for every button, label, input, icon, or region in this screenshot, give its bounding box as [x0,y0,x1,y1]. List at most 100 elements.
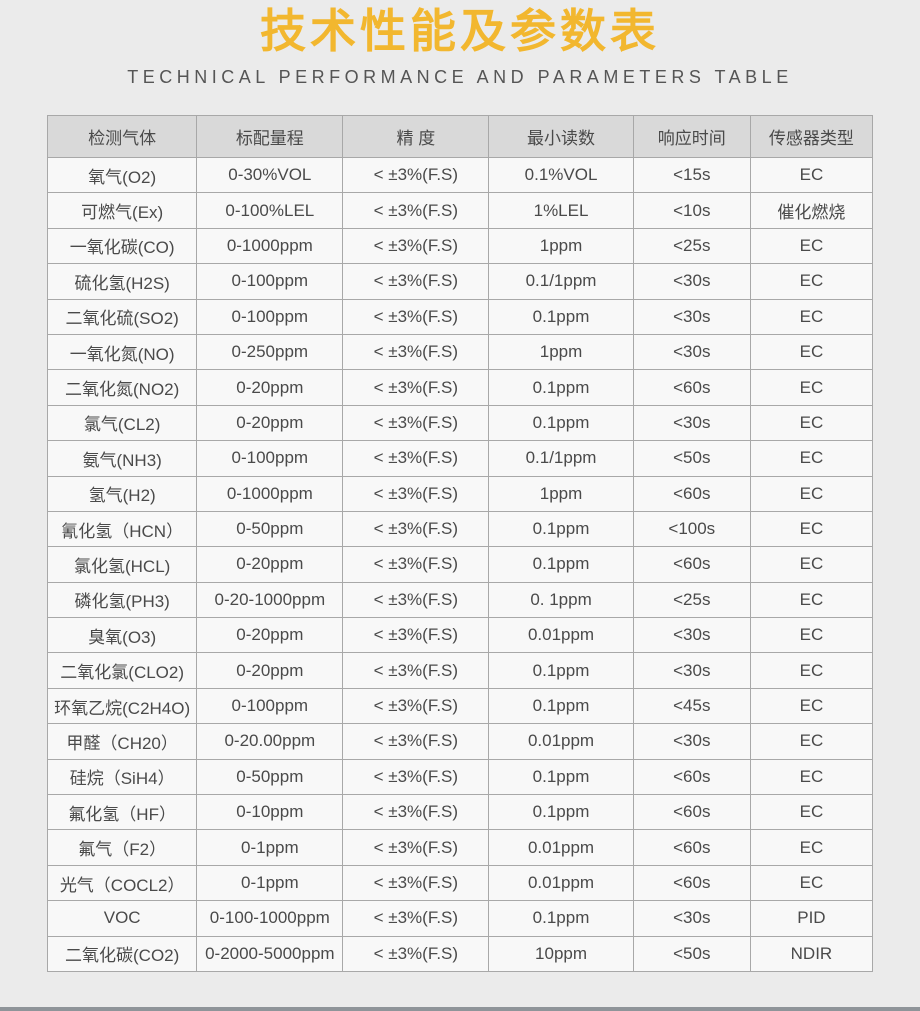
page-title: 技术性能及参数表 [260,5,660,57]
cell-response-time: <30s [632,723,751,760]
cell-accuracy: < ±3%(F.S) [342,581,490,619]
cell-min-reading: 0.01ppm [488,617,634,654]
cell-response-time: <30s [632,900,751,937]
cell-sensor-type: EC [749,829,874,866]
cell-min-reading: 0.01ppm [488,829,634,866]
cell-sensor-type: EC [749,156,874,194]
cell-accuracy: < ±3%(F.S) [342,404,490,442]
page-header: 技术性能及参数表 TECHNICAL PERFORMANCE AND PARAM… [0,0,920,88]
cell-accuracy: < ±3%(F.S) [342,900,490,937]
cell-sensor-type: EC [749,263,874,300]
cell-gas: VOC [46,900,198,937]
cell-accuracy: < ±3%(F.S) [342,475,490,512]
cell-response-time: <25s [632,227,751,265]
cell-range: 0-20ppm [196,546,344,583]
table-row: 甲醛（CH20） 0-20.00ppm < ±3%(F.S) 0.01ppm <30s E… [46,723,874,760]
cell-gas: 硅烷（SiH4） [46,758,198,796]
bottom-bar [0,1007,920,1011]
table-row: 硫化氢(H2S) 0-100ppm < ±3%(F.S) 0.1/1ppm <30s EC [46,263,874,300]
cell-gas: 甲醛（CH20） [46,723,198,760]
cell-sensor-type: EC [749,723,874,760]
cell-gas: 氯化氢(HCL) [46,546,198,583]
table-row: 氢气(H2) 0-1000ppm < ±3%(F.S) 1ppm <60s EC [46,475,874,512]
cell-sensor-type: EC [749,440,874,477]
cell-range: 0-100ppm [196,440,344,477]
col-header-accuracy: 精 度 [342,115,490,158]
cell-gas: 光气（COCL2） [46,864,198,902]
cell-sensor-type: EC [749,333,874,371]
cell-accuracy: < ±3%(F.S) [342,333,490,371]
cell-accuracy: < ±3%(F.S) [342,864,490,902]
cell-range: 0-1000ppm [196,475,344,512]
table-row: 一氧化碳(CO) 0-1000ppm < ±3%(F.S) 1ppm <25s EC [46,227,874,265]
cell-gas: 氰化氢（HCN） [46,510,198,548]
cell-response-time: <60s [632,864,751,902]
cell-gas: 一氧化氮(NO) [46,333,198,371]
table-row: 二氧化氮(NO2) 0-20ppm < ±3%(F.S) 0.1ppm <60s EC [46,369,874,406]
table-row: 氯气(CL2) 0-20ppm < ±3%(F.S) 0.1ppm <30s EC [46,404,874,442]
cell-min-reading: 0.1ppm [488,510,634,548]
table-row: 氟化氢（HF） 0-10ppm < ±3%(F.S) 0.1ppm <60s EC [46,794,874,831]
table-row: 氨气(NH3) 0-100ppm < ±3%(F.S) 0.1/1ppm <50s EC [46,440,874,477]
cell-accuracy: < ±3%(F.S) [342,510,490,548]
table-header-row: 检测气体 标配量程 精 度 最小读数 响应时间 传感器类型 [46,115,874,158]
cell-range: 0-1ppm [196,829,344,866]
cell-accuracy: < ±3%(F.S) [342,440,490,477]
table-row: 光气（COCL2） 0-1ppm < ±3%(F.S) 0.01ppm <60s EC [46,864,874,902]
cell-range: 0-100ppm [196,263,344,300]
cell-min-reading: 1ppm [488,333,634,371]
cell-gas: 二氧化氯(CLO2) [46,652,198,689]
cell-sensor-type: EC [749,581,874,619]
cell-gas: 一氧化碳(CO) [46,227,198,265]
cell-sensor-type: NDIR [749,935,874,972]
cell-response-time: <30s [632,333,751,371]
cell-min-reading: 0.1/1ppm [488,440,634,477]
table-row: 氯化氢(HCL) 0-20ppm < ±3%(F.S) 0.1ppm <60s EC [46,546,874,583]
cell-response-time: <60s [632,475,751,512]
cell-min-reading: 0.1ppm [488,652,634,689]
cell-response-time: <30s [632,263,751,300]
cell-sensor-type: EC [749,298,874,335]
cell-response-time: <50s [632,935,751,972]
cell-accuracy: < ±3%(F.S) [342,794,490,831]
cell-range: 0-100-1000ppm [196,900,344,937]
cell-gas: 磷化氢(PH3) [46,581,198,619]
cell-min-reading: 0.1ppm [488,546,634,583]
cell-sensor-type: EC [749,617,874,654]
cell-sensor-type: EC [749,687,874,725]
spec-table-container: 检测气体 标配量程 精 度 最小读数 响应时间 传感器类型 氧气(O2) 0-30… [46,115,874,972]
cell-range: 0-20.00ppm [196,723,344,760]
cell-accuracy: < ±3%(F.S) [342,723,490,760]
cell-accuracy: < ±3%(F.S) [342,156,490,194]
cell-range: 0-2000-5000ppm [196,935,344,972]
table-row: 二氧化氯(CLO2) 0-20ppm < ±3%(F.S) 0.1ppm <30s EC [46,652,874,689]
cell-gas: 氨气(NH3) [46,440,198,477]
cell-sensor-type: EC [749,475,874,512]
cell-range: 0-20ppm [196,369,344,406]
cell-min-reading: 1ppm [488,475,634,512]
cell-accuracy: < ±3%(F.S) [342,829,490,866]
cell-range: 0-30%VOL [196,156,344,194]
col-header-response-time: 响应时间 [632,115,751,158]
cell-accuracy: < ±3%(F.S) [342,369,490,406]
cell-min-reading: 0.1ppm [488,687,634,725]
col-header-gas: 检测气体 [46,115,198,158]
cell-response-time: <45s [632,687,751,725]
cell-range: 0-100ppm [196,298,344,335]
cell-gas: 臭氧(O3) [46,617,198,654]
cell-min-reading: 0.01ppm [488,723,634,760]
cell-gas: 硫化氢(H2S) [46,263,198,300]
cell-accuracy: < ±3%(F.S) [342,298,490,335]
cell-response-time: <60s [632,546,751,583]
cell-min-reading: 0. 1ppm [488,581,634,619]
cell-accuracy: < ±3%(F.S) [342,652,490,689]
spec-table: 检测气体 标配量程 精 度 最小读数 响应时间 传感器类型 氧气(O2) 0-30… [46,115,874,972]
cell-response-time: <30s [632,404,751,442]
cell-gas: 二氧化氮(NO2) [46,369,198,406]
cell-response-time: <50s [632,440,751,477]
cell-min-reading: 0.1ppm [488,369,634,406]
cell-range: 0-20ppm [196,652,344,689]
cell-gas: 氟气（F2） [46,829,198,866]
cell-sensor-type: EC [749,404,874,442]
cell-range: 0-20-1000ppm [196,581,344,619]
